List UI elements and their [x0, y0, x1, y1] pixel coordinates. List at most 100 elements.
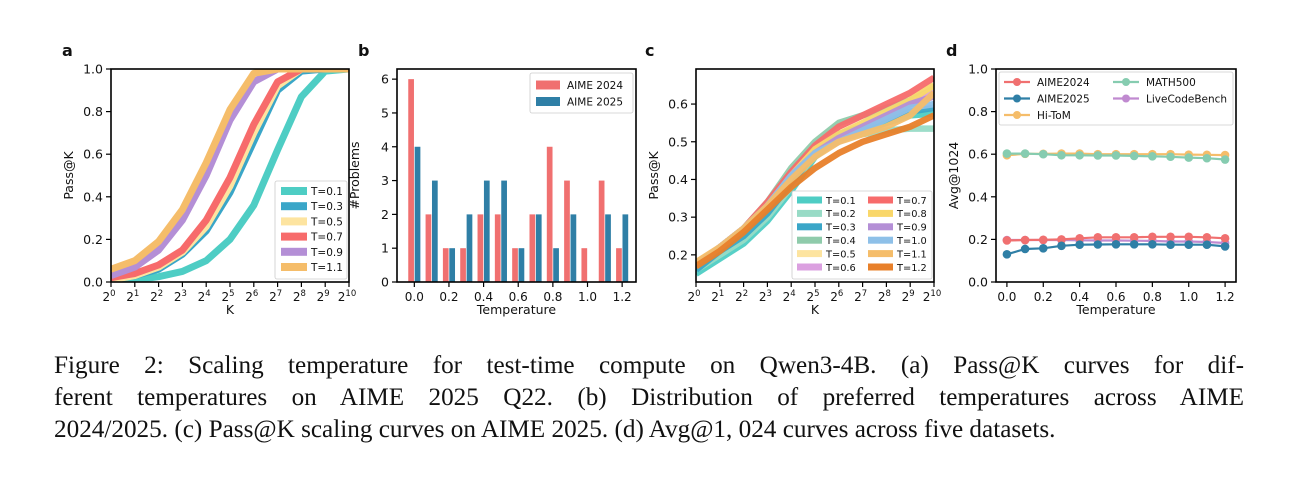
data-point	[1129, 151, 1139, 161]
panel-a-pass-at-k: 0.0 0.2 0.4 0.6 0.8 1.0 20 21 22 23 24 25 26 27 28 29 21…	[61, 62, 356, 318]
bar-aime-2024	[408, 79, 414, 283]
x-axis-label-a: K	[226, 302, 235, 317]
bar-aime-2025	[431, 180, 438, 282]
legend-swatch	[536, 80, 560, 90]
x-tick-label: 25	[806, 289, 819, 304]
y-tick-label: 5	[381, 105, 389, 120]
x-tick-label: 27	[269, 289, 282, 304]
legend-label: T=0.9	[896, 223, 927, 234]
data-point	[1093, 151, 1103, 160]
legend-swatch	[797, 223, 822, 231]
legend-swatch	[868, 196, 893, 204]
series-line-T=0.9	[111, 69, 349, 279]
x-tick-label: 22	[735, 289, 748, 304]
x-axis-label-c: K	[811, 302, 820, 317]
legend-label: T=1.2	[896, 263, 927, 274]
x-tick-label: 21	[711, 289, 724, 304]
panel-label-c: c	[645, 41, 654, 60]
legend-swatch	[281, 217, 307, 226]
legend-box	[791, 190, 933, 280]
legend-swatch	[281, 202, 307, 211]
x-tick-label: 26	[245, 289, 258, 304]
data-point	[1111, 232, 1121, 242]
data-point	[1038, 149, 1048, 159]
series-line-T=1.1	[111, 69, 349, 273]
series-group	[111, 69, 349, 282]
caption-line-2: ferent temperatures on AIME 2025 Q22. (b…	[54, 384, 1244, 411]
x-tick-label: 29	[902, 289, 915, 304]
y-tick-label: 4	[381, 139, 389, 154]
caption-line-3: 2024/2025. (c) Pass@K scaling curves on …	[54, 416, 1056, 443]
legend-label: T=1.1	[896, 249, 927, 260]
y-tick-label: 0.6	[83, 147, 103, 162]
data-point	[1002, 236, 1012, 245]
bar-aime-2024	[616, 248, 622, 282]
data-point	[1093, 232, 1103, 242]
data-point	[1020, 149, 1030, 158]
bar-aime-2025	[622, 214, 629, 282]
legend-swatch	[281, 263, 307, 271]
data-point	[1038, 235, 1048, 245]
data-point	[1111, 151, 1121, 160]
data-point	[1075, 240, 1084, 250]
data-point	[1075, 150, 1084, 160]
data-point	[1002, 149, 1012, 158]
x-tick-label: 0.8	[543, 290, 562, 304]
legend-swatch	[281, 187, 307, 195]
bar-aime-2024	[460, 248, 466, 282]
legend-swatch-marker	[1122, 78, 1130, 86]
x-tick-label: 1.2	[1216, 290, 1235, 304]
legend-label: T=0.4	[825, 236, 856, 247]
legend-swatch	[281, 247, 307, 256]
data-point	[1002, 250, 1012, 259]
bar-aime-2025	[483, 180, 490, 282]
legend-label: T=0.9	[310, 247, 343, 259]
bar-aime-2025	[570, 214, 577, 282]
bar-aime-2024	[581, 248, 588, 282]
bar-aime-2025	[501, 180, 507, 282]
bar-aime-2024	[425, 214, 432, 282]
y-tick-label: 1.0	[83, 62, 103, 77]
bar-aime-2025	[466, 214, 473, 282]
x-tick-label: 23	[174, 289, 187, 304]
bar-aime-2024	[529, 214, 536, 282]
legend-label: T=0.1	[310, 186, 343, 198]
y-tick-label: 0.6	[968, 147, 988, 162]
data-point	[1148, 232, 1157, 242]
x-tick-label: 0.4	[474, 290, 493, 304]
legend-label: T=1.1	[310, 262, 343, 274]
data-point	[1057, 235, 1066, 244]
bar-aime-2024	[546, 146, 553, 282]
data-point	[1093, 240, 1103, 249]
legend-swatch	[868, 250, 893, 258]
x-tick-label: 0.2	[1034, 290, 1053, 304]
data-point	[1166, 232, 1175, 242]
y-tick-label: 0.3	[668, 210, 688, 225]
legend-swatch-marker	[1013, 94, 1021, 103]
legend-label: AIME 2024	[567, 80, 623, 92]
y-tick-label: 0.8	[968, 104, 988, 119]
data-point	[1220, 155, 1230, 164]
y-tick-label: 2	[381, 207, 389, 222]
x-tick-label: 26	[830, 289, 843, 304]
data-point	[1075, 234, 1084, 243]
figure-caption: Figure 2: Scaling temperature for test-t…	[54, 350, 1244, 446]
legend-label: AIME2025	[1037, 94, 1090, 106]
legend-label: MATH500	[1146, 77, 1196, 89]
x-tick-label: 0.0	[405, 290, 424, 304]
caption-line-1: Figure 2: Scaling temperature for test-t…	[54, 352, 1244, 379]
legend-label: AIME 2025	[567, 97, 623, 109]
x-tick-label: 0.6	[509, 290, 528, 304]
legend-label: T=0.6	[825, 263, 856, 274]
data-point	[1184, 232, 1194, 242]
panel-d-avg-at-1024: 0.0 0.2 0.4 0.6 0.8 1.0 0.0 0.2 0.4 0.6 0.8 1.0 1.2 T…	[946, 62, 1237, 317]
y-tick-label: 0.4	[83, 189, 103, 204]
legend-swatch	[797, 250, 822, 258]
data-point	[1020, 235, 1030, 245]
data-point	[1184, 240, 1194, 250]
y-tick-label: 0.4	[668, 172, 688, 187]
legend-swatch	[797, 209, 822, 217]
y-axis-label-b: #Problems	[347, 141, 362, 209]
data-point	[1220, 242, 1230, 251]
data-point	[1057, 150, 1066, 160]
